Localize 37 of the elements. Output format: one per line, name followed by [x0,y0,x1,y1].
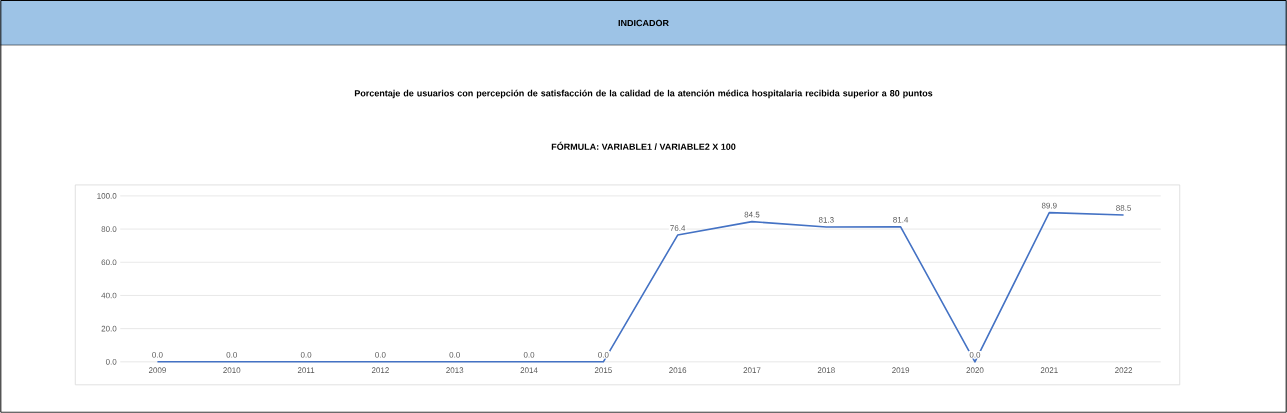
y-tick-label: 0.0 [105,359,117,365]
x-tick-label: 2014 [520,367,538,374]
text: FÓRMULA: VARIABLE1 / VARIABLE2 X 100 [551,141,736,151]
x-tick-label: 2011 [297,367,315,374]
x-tick-label: 2010 [223,367,241,374]
y-tick-label: 20.0 [101,325,117,332]
data-label: 88.5 [1116,205,1132,211]
data-label: 89.9 [1041,202,1057,209]
x-tick-label: 2018 [817,367,835,374]
y-tick-label: 60.0 [101,259,117,266]
x-tick-label: 2019 [892,367,910,374]
y-tick-label: 40.0 [101,292,117,299]
x-tick-label: 2016 [669,367,687,374]
data-label: 0.0 [449,352,460,358]
y-tick-label: 80.0 [101,226,117,233]
chart-title: INDICADOR [618,19,669,27]
data-label: 0.0 [969,352,981,358]
data-label: 76.4 [670,225,686,231]
data-label: 84.5 [744,211,760,218]
x-tick-label: 2021 [1040,367,1058,374]
data-label: 0.0 [300,352,312,358]
chart-subtitle: Porcentaje de usuarios con percepción de satisfacción de la calidad de la atención médica hospitalaria recibida superior a 80 puntos [354,89,933,99]
data-label: 0.0 [226,352,237,358]
x-tick-label: 2012 [371,367,389,374]
x-tick-label: 2020 [966,367,984,374]
data-label: 0.0 [375,352,386,358]
data-label: 81.3 [818,217,834,223]
data-label: 0.0 [523,352,535,358]
x-tick-label: 2015 [594,367,612,374]
data-label: 0.0 [152,352,163,358]
x-tick-label: 2022 [1115,367,1133,374]
y-tick-label: 100.0 [97,193,117,199]
x-tick-label: 2017 [743,367,761,374]
data-label: 0.0 [598,352,609,358]
data-label: 81.4 [893,217,909,223]
x-tick-label: 2013 [446,367,464,374]
x-tick-label: 2009 [148,367,166,374]
